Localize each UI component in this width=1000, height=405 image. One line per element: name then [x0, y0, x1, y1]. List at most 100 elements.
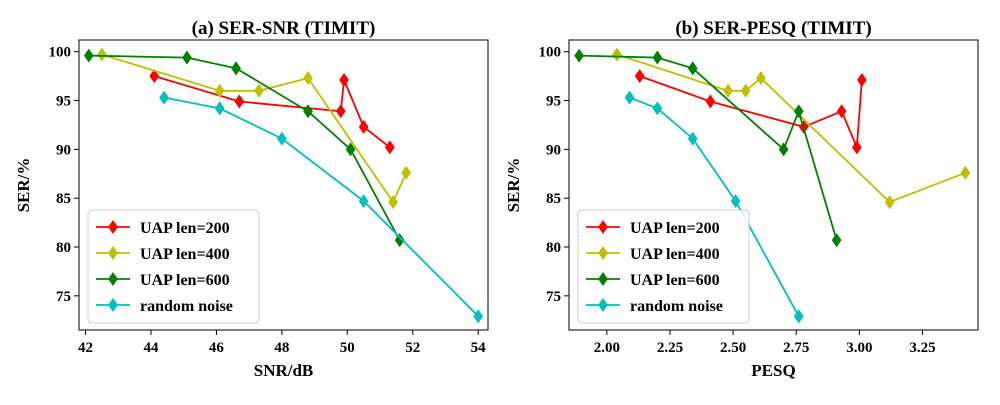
- data-point-s2-5: [394, 233, 405, 248]
- legend-box: [577, 209, 750, 324]
- x-tick-label: 3.25: [909, 340, 935, 356]
- data-point-s0-3: [836, 104, 847, 119]
- legend-label-0: UAP len=200: [140, 220, 230, 237]
- x-tick-label: 46: [209, 340, 225, 356]
- data-point-s3-0: [159, 90, 169, 105]
- legend-marker-1: [108, 245, 118, 261]
- x-tick-label: 50: [340, 340, 355, 356]
- data-point-s3-1: [214, 101, 225, 116]
- data-point-s1-5: [401, 165, 412, 180]
- x-tick-label: 44: [143, 340, 159, 356]
- legend: UAP len=200 UAP len=400 UAP len=600 random …: [87, 209, 260, 324]
- data-point-s2-4: [793, 104, 804, 119]
- x-axis-label: PESQ: [751, 361, 795, 380]
- data-point-s0-5: [384, 140, 395, 155]
- x-tick-label: 42: [78, 340, 93, 356]
- data-point-s2-0: [574, 48, 584, 63]
- legend-label-0: UAP len=200: [630, 220, 720, 237]
- legend-marker-0: [598, 219, 608, 235]
- data-point-s1-5: [960, 165, 971, 180]
- data-point-s2-3: [778, 142, 789, 157]
- legend-label-1: UAP len=400: [140, 246, 230, 263]
- plot-frame: [568, 39, 979, 331]
- data-point-s2-4: [345, 142, 356, 157]
- legend-box: [87, 209, 260, 324]
- chart-title: (a) SER-SNR (TIMIT): [192, 18, 376, 39]
- data-point-s0-1: [234, 94, 245, 109]
- series-line-2: [579, 54, 838, 241]
- legend-label-3: random noise: [630, 298, 723, 315]
- y-tick-label: 90: [56, 142, 71, 158]
- y-tick-label: 100: [539, 45, 562, 61]
- y-tick-label: 95: [546, 94, 561, 110]
- y-tick-label: 75: [56, 289, 71, 305]
- data-point-s0-3: [339, 73, 349, 88]
- data-point-s1-3: [756, 71, 766, 86]
- x-axis-label: SNR/dB: [254, 361, 314, 380]
- data-point-s3-1: [652, 101, 663, 116]
- legend-label-1: UAP len=400: [630, 246, 720, 263]
- legend-marker-3: [598, 297, 608, 313]
- x-tick-label: 48: [274, 340, 289, 356]
- data-point-s3-3: [730, 194, 741, 209]
- legend-label-3: random noise: [140, 298, 233, 315]
- data-point-s3-2: [687, 131, 698, 146]
- data-point-s2-3: [303, 104, 313, 119]
- y-tick-label: 80: [546, 240, 561, 256]
- y-tick-label: 90: [546, 142, 561, 158]
- chart-panel-a: 42 44 46 48 50 52 54 75 80 85 90 95 100 (a) SER-SNR (…: [14, 18, 489, 380]
- data-point-s0-0: [149, 69, 160, 84]
- legend-marker-2: [108, 271, 118, 287]
- data-point-s1-1: [723, 83, 733, 98]
- x-tick-label: 2.00: [594, 340, 620, 356]
- data-point-s3-3: [358, 194, 369, 209]
- legend-label-2: UAP len=600: [140, 272, 230, 289]
- data-point-s3-0: [624, 90, 635, 105]
- series-line-1: [101, 53, 408, 204]
- series-line-2: [88, 54, 401, 241]
- data-point-s3-4: [793, 309, 804, 324]
- chart-panel-b: 2.00 2.25 2.50 2.75 3.00 3.25 75 80 85 90 95 100 (b)…: [504, 18, 979, 380]
- plot-frame: [78, 39, 489, 331]
- legend-marker-0: [108, 219, 118, 235]
- legend-marker-1: [598, 245, 608, 261]
- x-tick-label: 2.50: [720, 340, 746, 356]
- y-tick-label: 100: [49, 45, 72, 61]
- data-point-s1-2: [740, 83, 751, 98]
- legend: UAP len=200 UAP len=400 UAP len=600 random …: [577, 209, 750, 324]
- data-point-s0-4: [358, 119, 369, 134]
- chart-title: (b) SER-PESQ (TIMIT): [675, 18, 871, 39]
- data-point-s0-0: [634, 69, 645, 84]
- data-point-s2-2: [687, 61, 698, 76]
- data-point-s2-1: [182, 50, 192, 65]
- data-point-s1-4: [388, 195, 398, 210]
- x-tick-label: 52: [405, 340, 420, 356]
- data-point-s1-3: [303, 71, 313, 86]
- data-point-s1-0: [97, 47, 107, 62]
- x-tick-label: 2.25: [657, 340, 683, 356]
- data-point-s0-2: [335, 104, 346, 119]
- legend-label-2: UAP len=600: [630, 272, 720, 289]
- y-tick-label: 75: [546, 289, 561, 305]
- data-point-s1-4: [884, 195, 895, 210]
- y-tick-label: 80: [56, 240, 71, 256]
- x-tick-label: 54: [471, 340, 487, 356]
- data-point-s0-5: [856, 73, 867, 88]
- y-tick-label: 85: [546, 191, 561, 207]
- data-point-s3-4: [473, 309, 484, 324]
- data-point-s2-1: [652, 50, 663, 65]
- data-point-s3-2: [276, 131, 287, 146]
- y-tick-label: 85: [56, 191, 71, 207]
- data-point-s1-0: [612, 47, 622, 62]
- data-point-s0-1: [705, 94, 716, 109]
- legend-marker-2: [598, 271, 608, 287]
- series-line-0: [154, 75, 391, 149]
- y-axis-label: SER/%: [504, 158, 523, 213]
- data-point-s2-5: [831, 233, 842, 248]
- data-point-s1-2: [254, 83, 264, 98]
- data-point-s1-1: [214, 83, 225, 98]
- y-tick-label: 95: [56, 94, 71, 110]
- series-line-1: [616, 53, 966, 204]
- series-line-0: [639, 75, 863, 148]
